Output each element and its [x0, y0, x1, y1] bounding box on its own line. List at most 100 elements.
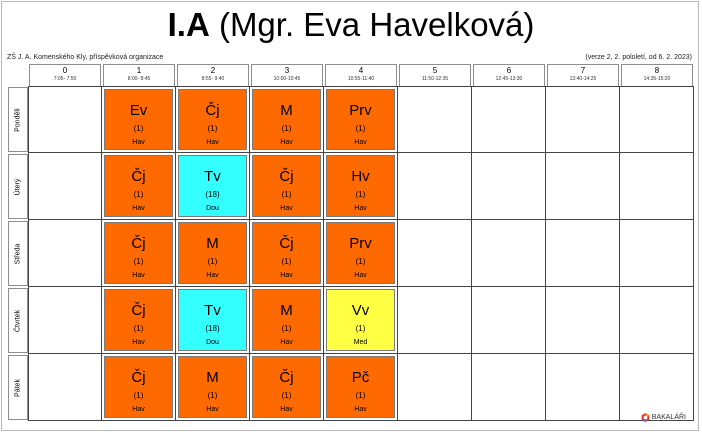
period-time: 7:05- 7:50: [53, 76, 77, 82]
timetable-cell: [398, 86, 472, 153]
timetable-cell: [620, 354, 694, 421]
lesson-card[interactable]: Ev (1) Hav: [104, 89, 173, 150]
lesson-teacher: Hav: [354, 272, 367, 279]
timetable-cell: [620, 220, 694, 287]
timetable-cell: Tv (18) Dou: [176, 287, 250, 354]
timetable-cell: [398, 354, 472, 421]
lesson-room: (1): [355, 190, 366, 199]
lesson-card[interactable]: Čj (1) Hav: [178, 89, 247, 150]
period-header: 6 12:45-13:30: [473, 64, 545, 86]
lesson-room: (1): [355, 324, 366, 333]
timetable-cell: [28, 153, 102, 220]
lesson-teacher: Hav: [132, 406, 145, 413]
lesson-card[interactable]: M (1) Hav: [252, 89, 321, 150]
period-time: 8:55- 9:40: [201, 76, 225, 82]
lesson-card[interactable]: Čj (1) Hav: [252, 155, 321, 217]
lesson-room: (1): [281, 190, 292, 199]
lesson-card[interactable]: Čj (1) Hav: [252, 356, 321, 418]
lesson-subject: Prv: [349, 102, 372, 119]
lesson-room: (1): [207, 391, 218, 400]
lesson-room: (1): [133, 257, 144, 266]
period-header: 2 8:55- 9:40: [177, 64, 249, 86]
lesson-card[interactable]: Čj (1) Hav: [104, 356, 173, 418]
lesson-card[interactable]: M (1) Hav: [178, 222, 247, 284]
period-time: 13:40-14:25: [569, 76, 597, 82]
timetable-cell: Čj (1) Hav: [102, 220, 176, 287]
lesson-teacher: Hav: [206, 139, 219, 146]
timetable-cell: [472, 287, 546, 354]
day-label: Pondělí: [14, 107, 22, 132]
day-header: Pondělí: [8, 87, 28, 152]
period-number: 0: [62, 66, 68, 75]
day-header: Pátek: [8, 355, 28, 420]
lesson-subject: Tv: [204, 168, 221, 185]
timetable-cell: [472, 153, 546, 220]
lesson-card[interactable]: Tv (18) Dou: [178, 155, 247, 217]
period-number: 7: [580, 66, 586, 75]
bakalari-logo-icon: [641, 413, 650, 422]
period-header: 4 10:55-11:40: [325, 64, 397, 86]
lesson-room: (1): [355, 257, 366, 266]
grid-corner: [8, 64, 28, 86]
timetable-cell: Čj (1) Hav: [250, 153, 324, 220]
lesson-card[interactable]: Prv (1) Hav: [326, 222, 395, 284]
lesson-card[interactable]: Čj (1) Hav: [104, 155, 173, 217]
lesson-room: (1): [355, 391, 366, 400]
lesson-subject: Čj: [279, 235, 294, 252]
lesson-card[interactable]: M (1) Hav: [178, 356, 247, 418]
lesson-card[interactable]: Čj (1) Hav: [252, 222, 321, 284]
lesson-subject: Ev: [129, 102, 148, 119]
lesson-card[interactable]: Čj (1) Hav: [104, 222, 173, 284]
lesson-card[interactable]: Vv (1) Med: [326, 289, 395, 351]
timetable-cell: [398, 287, 472, 354]
timetable-cell: [28, 287, 102, 354]
lesson-card[interactable]: M (1) Hav: [252, 289, 321, 351]
timetable-cell: [546, 220, 620, 287]
lesson-card[interactable]: Hv (1) Hav: [326, 155, 395, 217]
timetable-cell: Čj (1) Hav: [102, 287, 176, 354]
lesson-room: (18): [205, 324, 220, 333]
version-info: (verze 2, 2. pololetí, od 6. 2. 2023): [585, 54, 692, 61]
timetable-cell: M (1) Hav: [176, 354, 250, 421]
class-name: I.A: [167, 6, 210, 43]
timetable-cell: [620, 287, 694, 354]
lesson-subject: Vv: [351, 302, 370, 319]
lesson-teacher: Hav: [354, 205, 367, 212]
period-number: 6: [506, 66, 512, 75]
period-number: 8: [654, 66, 660, 75]
period-header: 0 7:05- 7:50: [29, 64, 101, 86]
lesson-card[interactable]: Čj (1) Hav: [104, 289, 173, 351]
lesson-subject: Čj: [131, 168, 146, 185]
lesson-teacher: Hav: [280, 406, 293, 413]
lesson-card[interactable]: Pč (1) Hav: [326, 356, 395, 418]
lesson-subject: M: [206, 235, 219, 252]
timetable-cell: [28, 354, 102, 421]
timetable-cell: Pč (1) Hav: [324, 354, 398, 421]
lesson-subject: Čj: [131, 302, 146, 319]
timetable-cell: M (1) Hav: [250, 287, 324, 354]
lesson-teacher: Med: [353, 339, 368, 346]
lesson-room: (1): [281, 391, 292, 400]
lesson-room: (18): [205, 190, 220, 199]
lesson-card[interactable]: Tv (18) Dou: [178, 289, 247, 351]
lesson-teacher: Hav: [280, 205, 293, 212]
timetable-grid: 0 7:05- 7:50 1 8:00- 8:45 2 8:55- 9:40 3 10:00-…: [8, 64, 694, 424]
period-header: 3 10:00-10:45: [251, 64, 323, 86]
lesson-card[interactable]: Prv (1) Hav: [326, 89, 395, 150]
lesson-teacher: Hav: [132, 139, 145, 146]
timetable-cell: Ev (1) Hav: [102, 86, 176, 153]
class-teacher: (Mgr. Eva Havelková): [218, 6, 535, 43]
lesson-teacher: Hav: [280, 339, 293, 346]
lesson-teacher: Hav: [132, 205, 145, 212]
period-header: 7 13:40-14:25: [547, 64, 619, 86]
timetable-cell: [398, 153, 472, 220]
lesson-teacher: Hav: [132, 339, 145, 346]
lesson-teacher: Hav: [354, 139, 367, 146]
lesson-teacher: Hav: [280, 139, 293, 146]
period-number: 2: [210, 66, 216, 75]
lesson-subject: Čj: [131, 235, 146, 252]
period-number: 4: [358, 66, 364, 75]
period-time: 11:50-12:35: [421, 76, 449, 82]
lesson-room: (1): [133, 391, 144, 400]
